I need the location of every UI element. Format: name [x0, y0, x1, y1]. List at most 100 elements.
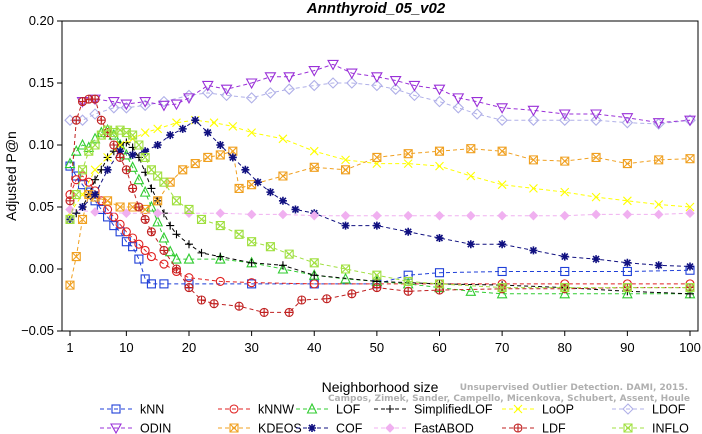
data-point-kdeos — [654, 155, 664, 165]
x-tick-label: 40 — [307, 340, 321, 355]
data-point-ldof — [201, 87, 214, 99]
data-point-knn — [497, 266, 507, 277]
series-kdeos — [65, 144, 695, 290]
data-point-fastabod — [121, 208, 132, 218]
data-point-cof — [153, 141, 162, 149]
legend-marker-simplifiedlof — [386, 405, 394, 413]
data-point-fastabod — [497, 210, 507, 221]
data-point-kdeos — [434, 146, 445, 156]
data-point-cof — [404, 227, 413, 236]
data-point-cof — [686, 262, 694, 271]
x-tick-label: 50 — [370, 340, 384, 355]
data-point-kdeos — [528, 155, 538, 165]
data-point-ldf — [372, 283, 382, 293]
data-point-odin — [408, 80, 421, 92]
data-point-cof — [241, 165, 250, 174]
data-point-ldof — [408, 89, 421, 102]
data-point-ldf — [184, 283, 194, 293]
data-point-lof — [277, 262, 289, 274]
legend-label-loop: LoOP — [542, 403, 574, 417]
series-layer — [64, 59, 696, 317]
data-point-lof — [621, 287, 633, 299]
data-point-kdeos — [591, 152, 601, 162]
data-point-ldf — [297, 295, 307, 305]
plot-area — [61, 20, 699, 332]
data-point-loop — [90, 165, 100, 175]
legend-label-lof: LOF — [336, 403, 361, 417]
legend-label-simplifiedlof: SimplifiedLOF — [414, 403, 493, 417]
data-point-ldof — [264, 87, 277, 99]
data-point-kdeos — [215, 150, 225, 160]
data-point-fastabod — [372, 210, 382, 221]
data-point-lof — [127, 161, 139, 172]
plot-frame — [61, 20, 699, 332]
y-tick-label: 0.15 — [29, 75, 54, 90]
data-point-lof — [77, 138, 88, 150]
data-point-loop — [140, 128, 150, 137]
x-tick-label: 10 — [119, 340, 133, 355]
series-inflo — [65, 125, 695, 293]
data-point-odin — [684, 115, 696, 127]
legend-label-kdeos: KDEOS — [258, 422, 302, 434]
data-point-loop — [153, 124, 163, 134]
data-point-loop — [654, 200, 664, 209]
data-point-simplifiedlof — [216, 252, 225, 261]
data-point-cof — [166, 131, 175, 140]
data-point-ldf — [196, 295, 207, 305]
legend-marker-odin — [110, 423, 122, 434]
data-point-fastabod — [466, 210, 476, 221]
legend-item-ldof: LDOF — [612, 403, 686, 417]
data-point-lof — [214, 252, 226, 264]
legend-label-ldof: LDOF — [652, 403, 686, 417]
data-point-fastabod — [653, 209, 664, 220]
data-point-knnw — [247, 278, 257, 288]
data-point-inflo — [622, 283, 632, 293]
data-point-lof — [402, 277, 414, 289]
data-point-ldof — [433, 95, 446, 108]
legend-item-kdeos: KDEOS — [218, 422, 302, 434]
data-point-cof — [203, 128, 212, 137]
data-point-kdeos — [203, 152, 213, 162]
data-point-loop — [278, 134, 288, 144]
data-point-odin — [496, 103, 509, 114]
data-point-cof — [103, 165, 112, 174]
legend-item-simplifiedlof: SimplifiedLOF — [374, 403, 493, 417]
data-point-lof — [183, 252, 195, 264]
data-point-inflo — [184, 204, 194, 215]
data-point-loop — [341, 155, 350, 165]
data-point-knnw — [140, 245, 150, 255]
data-point-fastabod — [591, 209, 601, 220]
data-point-knn — [134, 254, 144, 264]
data-point-inflo — [71, 190, 81, 200]
data-point-lof — [152, 215, 164, 227]
data-point-ldof — [139, 99, 151, 112]
data-point-cof — [78, 203, 87, 211]
data-point-inflo — [434, 279, 445, 289]
data-point-kdeos — [77, 214, 88, 224]
data-point-odin — [370, 72, 383, 83]
data-point-inflo — [265, 242, 275, 252]
legend-item-lof: LOF — [296, 403, 361, 417]
data-point-lof — [496, 287, 508, 299]
data-point-knn — [140, 274, 150, 284]
legend-marker-inflo — [623, 423, 633, 433]
data-point-cof — [216, 141, 225, 149]
data-point-kdeos — [190, 159, 200, 169]
y-axis: −0.05 0.00 0.05 0.10 0.15 0.20 — [21, 13, 62, 338]
data-point-odin — [389, 75, 402, 87]
legend-item-knnw: kNNW — [218, 403, 294, 417]
data-point-lof — [139, 185, 151, 197]
data-point-lof — [120, 148, 132, 160]
legend-item-fastabod: FastABOD — [374, 422, 474, 434]
data-point-knn — [109, 221, 119, 231]
data-point-simplifiedlof — [91, 175, 100, 184]
y-tick-label: 0.20 — [29, 13, 54, 28]
data-point-kdeos — [622, 159, 632, 169]
x-tick-label: 60 — [432, 340, 446, 355]
data-point-knn — [434, 268, 445, 278]
data-point-cof — [278, 196, 287, 205]
data-point-kdeos — [228, 146, 238, 156]
legend-label-ldf: LDF — [542, 422, 566, 434]
data-point-cof — [141, 147, 150, 156]
legend-marker-loop — [513, 404, 523, 414]
